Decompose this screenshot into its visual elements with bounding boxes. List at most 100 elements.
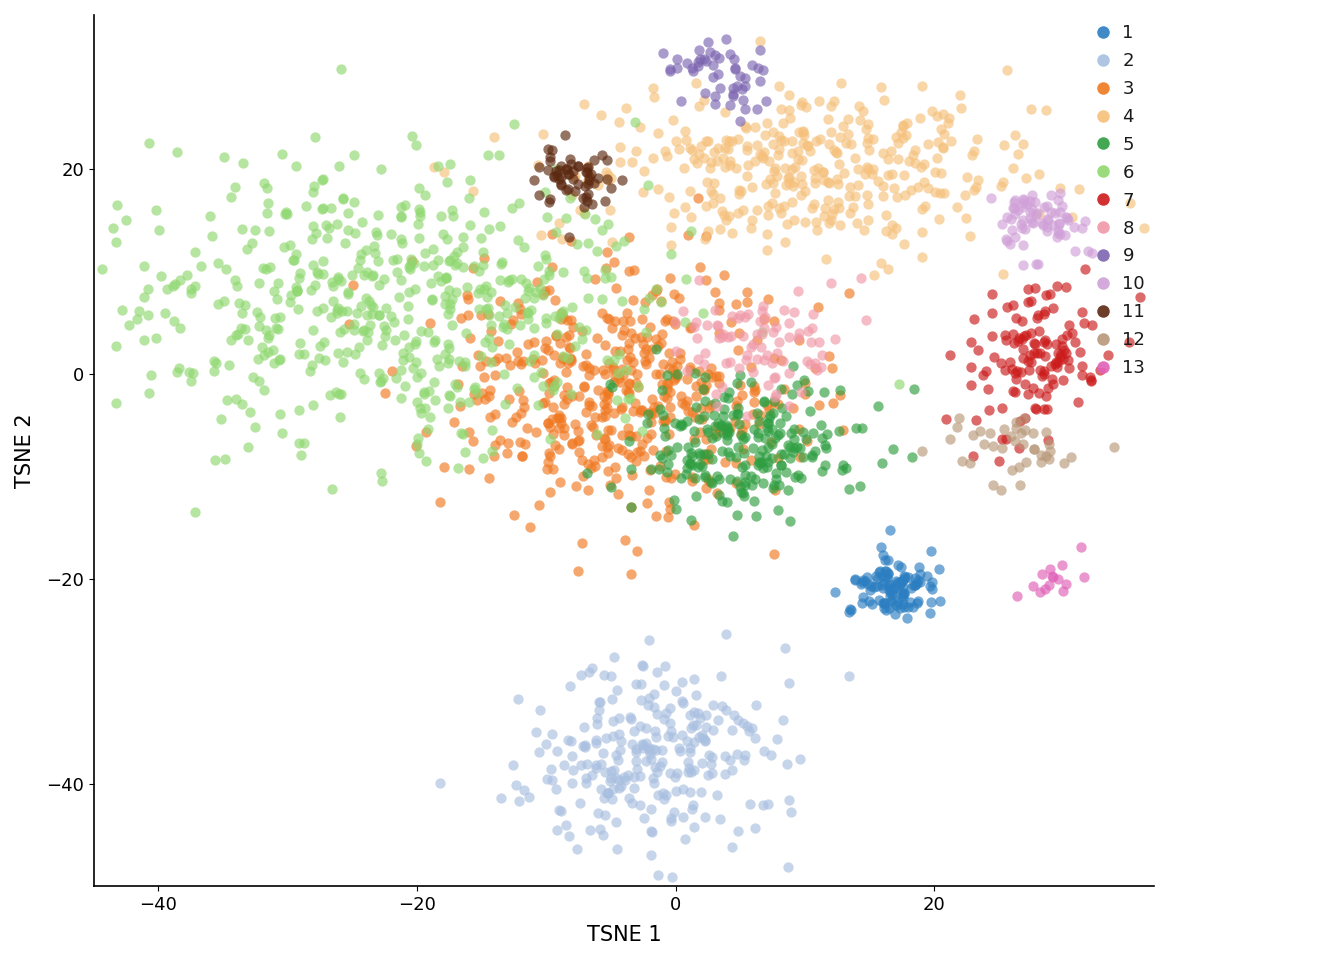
- 6: [327, 270, 348, 285]
- 4: [1068, 181, 1090, 197]
- 6: [476, 289, 497, 304]
- 3: [668, 291, 689, 306]
- 3: [706, 368, 727, 383]
- 5: [687, 459, 708, 474]
- 7: [1028, 324, 1050, 339]
- 3: [630, 329, 652, 345]
- 4: [925, 184, 946, 200]
- 6: [353, 267, 375, 282]
- 5: [653, 420, 675, 436]
- 1: [866, 579, 887, 594]
- 7: [1025, 401, 1047, 417]
- 7: [1058, 351, 1079, 367]
- 2: [579, 823, 601, 838]
- 2: [633, 810, 655, 826]
- 3: [660, 271, 681, 286]
- 4: [917, 180, 938, 196]
- 6: [546, 224, 567, 239]
- 5: [762, 406, 784, 421]
- 3: [632, 311, 653, 326]
- 6: [391, 200, 413, 215]
- 8: [810, 359, 832, 374]
- 6: [395, 198, 417, 213]
- 6: [418, 324, 439, 339]
- 2: [778, 792, 800, 807]
- 2: [706, 787, 727, 803]
- 6: [337, 284, 359, 300]
- 3: [575, 347, 597, 362]
- 4: [675, 199, 696, 214]
- 3: [567, 564, 589, 579]
- 7: [1081, 372, 1102, 387]
- 4: [718, 208, 739, 224]
- 2: [617, 768, 638, 783]
- 11: [583, 153, 605, 168]
- 6: [478, 221, 500, 236]
- 6: [360, 297, 382, 312]
- 6: [495, 298, 516, 313]
- 4: [871, 80, 892, 95]
- 3: [618, 375, 640, 391]
- 6: [337, 286, 359, 301]
- 6: [254, 382, 276, 397]
- 5: [716, 421, 738, 437]
- 6: [327, 272, 348, 287]
- 3: [618, 385, 640, 400]
- 4: [949, 87, 970, 103]
- 4: [840, 136, 862, 152]
- 10: [1012, 191, 1034, 206]
- 6: [577, 271, 598, 286]
- 6: [497, 275, 519, 290]
- 4: [753, 151, 774, 166]
- 7: [1015, 376, 1036, 392]
- 3: [622, 355, 644, 371]
- 6: [458, 394, 480, 409]
- 5: [745, 508, 766, 523]
- 6: [473, 450, 495, 466]
- 6: [296, 199, 317, 214]
- 3: [692, 411, 714, 426]
- 6: [438, 387, 460, 402]
- 4: [790, 187, 812, 203]
- 5: [763, 477, 785, 492]
- 2: [745, 731, 766, 746]
- 3: [473, 369, 495, 384]
- 7: [996, 332, 1017, 348]
- 8: [765, 386, 786, 401]
- 3: [550, 474, 571, 490]
- 4: [847, 161, 868, 177]
- 3: [339, 316, 360, 331]
- 12: [1013, 411, 1035, 426]
- 2: [625, 676, 646, 691]
- 4: [930, 185, 952, 201]
- 1: [878, 600, 899, 615]
- 3: [614, 323, 636, 338]
- 3: [504, 508, 526, 523]
- 8: [757, 348, 778, 363]
- 5: [683, 423, 704, 439]
- 6: [384, 371, 406, 386]
- 3: [469, 358, 491, 373]
- 6: [277, 206, 298, 222]
- 1: [878, 578, 899, 593]
- 3: [610, 401, 632, 417]
- 6: [371, 466, 392, 481]
- 6: [437, 400, 458, 416]
- 4: [694, 92, 715, 108]
- 2: [640, 751, 661, 766]
- 2: [720, 722, 742, 737]
- 4: [925, 164, 946, 180]
- 6: [556, 210, 578, 226]
- 3: [546, 411, 567, 426]
- 2: [601, 668, 622, 684]
- 10: [1000, 211, 1021, 227]
- 5: [742, 440, 763, 455]
- 3: [672, 396, 694, 411]
- 8: [801, 321, 823, 336]
- 6: [293, 347, 314, 362]
- 6: [281, 287, 302, 302]
- 4: [675, 132, 696, 148]
- 4: [781, 133, 802, 149]
- 2: [573, 719, 594, 734]
- 12: [1015, 422, 1036, 438]
